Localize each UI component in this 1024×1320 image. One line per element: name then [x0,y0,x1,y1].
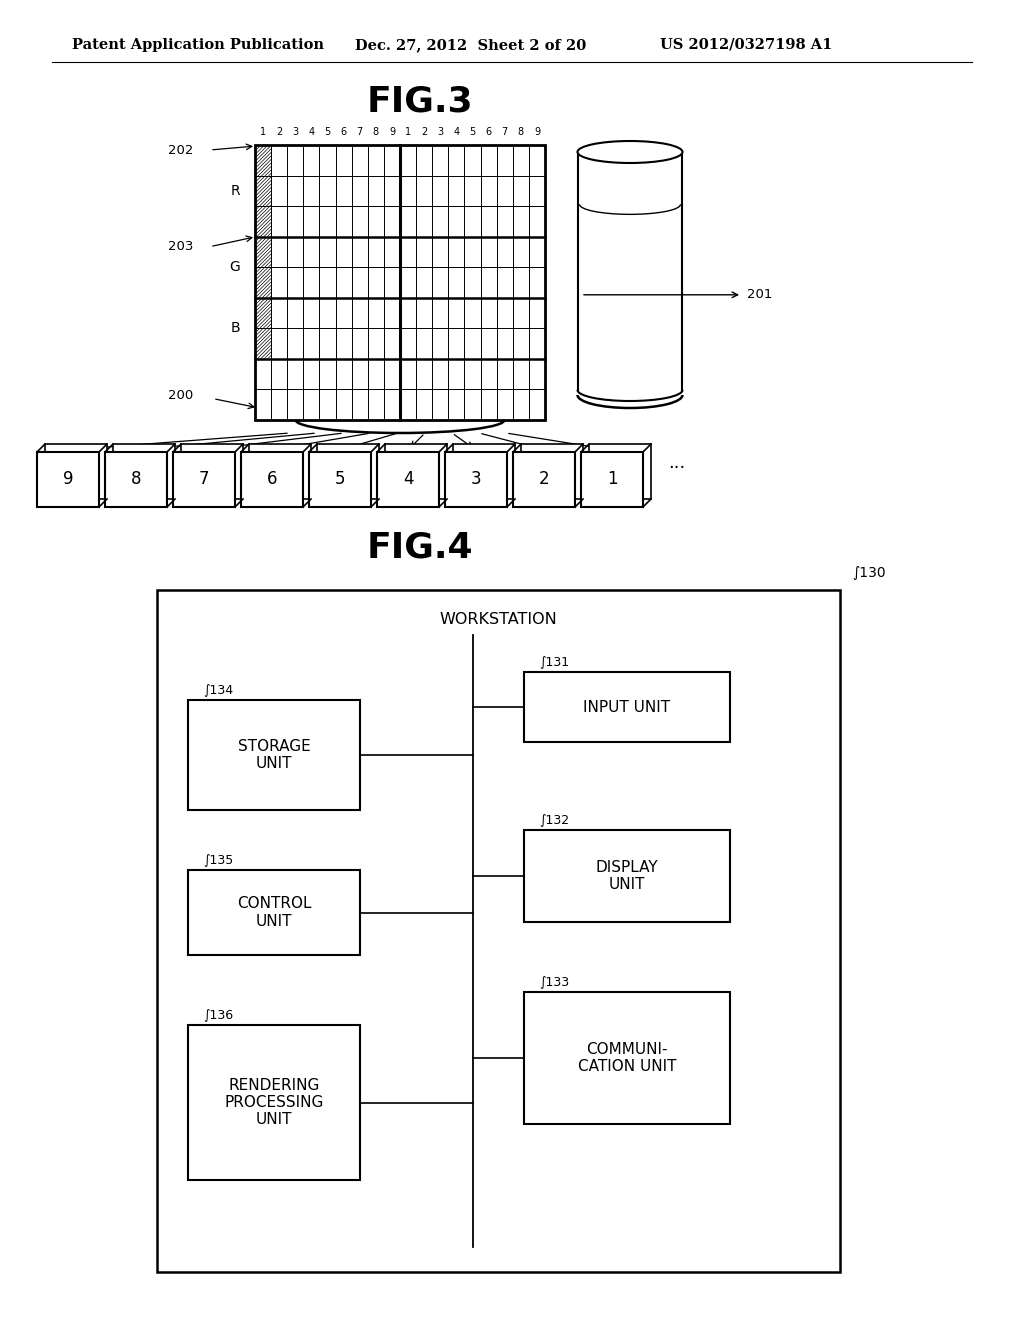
Text: 4: 4 [454,127,460,137]
Text: 9: 9 [62,470,74,488]
Bar [37,451,99,507]
Text: Dec. 27, 2012  Sheet 2 of 20: Dec. 27, 2012 Sheet 2 of 20 [355,38,587,51]
Bar [249,444,311,499]
Text: 1: 1 [260,127,266,137]
Bar [453,444,515,499]
Text: B: B [230,321,240,335]
Text: DISPLAY
UNIT: DISPLAY UNIT [596,859,658,892]
Bar [581,451,643,507]
Bar [377,451,439,507]
Text: 2: 2 [276,127,283,137]
Text: 5: 5 [335,470,345,488]
Text: ∫136: ∫136 [203,1008,233,1022]
Text: CONTROL
UNIT: CONTROL UNIT [237,896,311,929]
Text: FIG.4: FIG.4 [367,531,473,565]
Bar [513,451,575,507]
Text: Patent Application Publication: Patent Application Publication [72,38,324,51]
Text: 7: 7 [356,127,362,137]
Text: WORKSTATION: WORKSTATION [439,612,557,627]
Text: 1: 1 [606,470,617,488]
Text: STORAGE
UNIT: STORAGE UNIT [238,739,310,771]
Bar [188,870,360,954]
Text: US 2012/0327198 A1: US 2012/0327198 A1 [660,38,833,51]
Text: 6: 6 [341,127,347,137]
Bar [188,1026,360,1180]
Text: 8: 8 [131,470,141,488]
Text: ∫130: ∫130 [852,566,886,579]
Text: 4: 4 [308,127,314,137]
Text: COMMUNI-
CATION UNIT: COMMUNI- CATION UNIT [578,1041,676,1074]
Text: ∫131: ∫131 [539,656,569,669]
Bar [589,444,651,499]
Bar [181,444,243,499]
Text: 6: 6 [485,127,492,137]
Text: RENDERING
PROCESSING
UNIT: RENDERING PROCESSING UNIT [224,1077,324,1127]
Text: 203: 203 [168,240,193,253]
Bar [385,444,447,499]
Bar [188,700,360,810]
Text: INPUT UNIT: INPUT UNIT [584,700,671,714]
Bar [241,451,303,507]
Text: 9: 9 [389,127,395,137]
Text: 5: 5 [469,127,475,137]
Text: 3: 3 [471,470,481,488]
Bar [524,830,730,921]
Bar [521,444,583,499]
Text: 9: 9 [534,127,540,137]
Text: 202: 202 [168,144,193,157]
Text: 201: 201 [746,288,772,301]
Bar [524,993,730,1125]
Bar [255,145,545,420]
Text: FIG.3: FIG.3 [367,84,473,119]
Text: 6: 6 [266,470,278,488]
Text: 3: 3 [437,127,443,137]
Bar [309,451,371,507]
Bar [317,444,379,499]
Text: R: R [230,183,240,198]
Text: 2: 2 [539,470,549,488]
Bar [105,451,167,507]
Text: ...: ... [669,454,686,473]
Text: 1: 1 [406,127,411,137]
Bar [445,451,507,507]
Text: 8: 8 [518,127,524,137]
Text: 3: 3 [292,127,298,137]
Text: ∫132: ∫132 [539,814,569,828]
Text: 7: 7 [502,127,508,137]
Bar [157,590,840,1272]
Text: 2: 2 [421,127,427,137]
Text: ∫135: ∫135 [203,854,233,867]
Text: 4: 4 [402,470,414,488]
Bar [45,444,106,499]
Text: 200: 200 [168,389,193,403]
Text: 5: 5 [325,127,331,137]
Ellipse shape [578,141,683,162]
Bar [113,444,175,499]
Text: ∫134: ∫134 [203,684,233,697]
Text: ∫133: ∫133 [539,975,569,989]
Text: 8: 8 [373,127,379,137]
Bar [173,451,234,507]
Text: 7: 7 [199,470,209,488]
Text: G: G [229,260,240,275]
Bar [524,672,730,742]
